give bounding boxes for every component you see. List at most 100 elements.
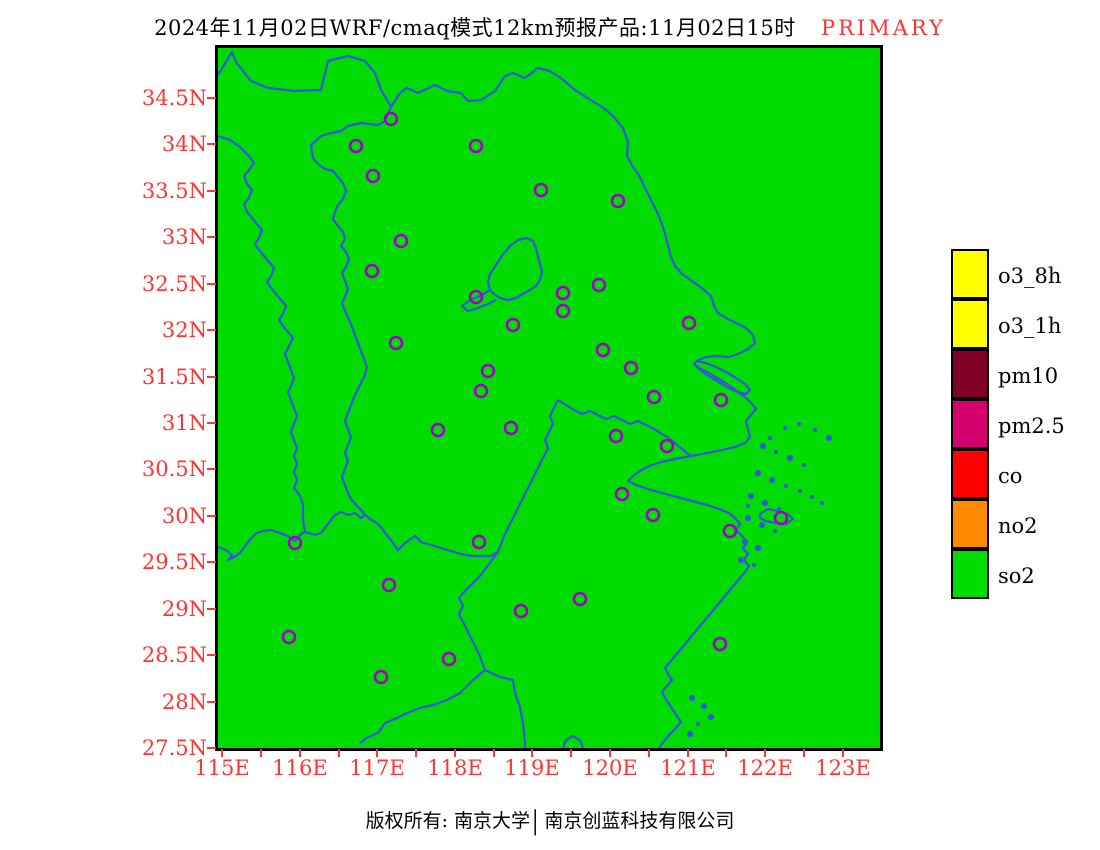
small-island bbox=[797, 422, 801, 426]
longitude-label: 121E bbox=[660, 756, 716, 780]
longitude-minor-tick bbox=[493, 749, 495, 757]
longitude-minor-tick bbox=[570, 749, 572, 757]
city-station-marker bbox=[614, 486, 630, 502]
longitude-minor-tick bbox=[803, 749, 805, 757]
city-station-marker bbox=[555, 285, 571, 301]
longitude-label: 115E bbox=[194, 756, 250, 780]
latitude-label: 32.5N bbox=[141, 272, 207, 296]
legend-swatch-pm10 bbox=[951, 349, 989, 399]
legend-swatch-co bbox=[951, 449, 989, 499]
latitude-label: 34N bbox=[161, 132, 207, 156]
latitude-tick bbox=[207, 468, 216, 470]
title-variable-tag: PRIMARY bbox=[820, 16, 946, 40]
city-station-marker bbox=[572, 591, 588, 607]
city-station-marker bbox=[773, 510, 789, 526]
city-station-marker bbox=[373, 669, 389, 685]
small-island bbox=[689, 695, 695, 701]
latitude-label: 34.5N bbox=[141, 86, 207, 110]
province-boundary bbox=[218, 50, 551, 109]
longitude-tick bbox=[764, 749, 766, 757]
small-island bbox=[820, 501, 824, 505]
island-or-lake-outline bbox=[758, 507, 795, 526]
latitude-tick bbox=[207, 422, 216, 424]
small-island bbox=[810, 495, 814, 499]
copyright-footer: 版权所有: 南京大学 | 南京创蓝科技有限公司 bbox=[0, 806, 1100, 837]
longitude-minor-tick bbox=[260, 749, 262, 757]
small-island bbox=[813, 428, 817, 432]
latitude-label: 33.5N bbox=[141, 179, 207, 203]
small-island bbox=[762, 500, 768, 506]
small-island bbox=[742, 539, 748, 545]
city-station-marker bbox=[713, 392, 729, 408]
copyright-company: 南京创蓝科技有限公司 bbox=[544, 810, 735, 832]
city-station-marker bbox=[503, 420, 519, 436]
latitude-label: 30.5N bbox=[141, 457, 207, 481]
small-island bbox=[745, 515, 751, 521]
legend-label-pm10: pm10 bbox=[998, 364, 1059, 388]
city-station-marker bbox=[281, 629, 297, 645]
city-station-marker bbox=[533, 182, 549, 198]
small-island bbox=[769, 477, 775, 483]
latitude-tick bbox=[207, 97, 216, 99]
province-boundary bbox=[658, 512, 751, 748]
legend-swatch-o3_1h bbox=[951, 299, 989, 349]
longitude-label: 123E bbox=[815, 756, 871, 780]
latitude-tick bbox=[207, 515, 216, 517]
legend-swatch-so2 bbox=[951, 549, 989, 599]
province-boundary bbox=[457, 399, 559, 671]
page-title: 2024年11月02日WRF/cmaq模式12km预报产品:11月02日15时 … bbox=[0, 12, 1100, 42]
longitude-label: 117E bbox=[349, 756, 405, 780]
latitude-label: 29N bbox=[161, 597, 207, 621]
city-station-marker bbox=[388, 335, 404, 351]
city-station-marker bbox=[555, 303, 571, 319]
legend-label-co: co bbox=[998, 464, 1023, 488]
latitude-tick bbox=[207, 329, 216, 331]
city-station-marker bbox=[393, 233, 409, 249]
province-boundary bbox=[626, 354, 758, 515]
city-station-marker bbox=[287, 535, 303, 551]
latitude-label: 29.5N bbox=[141, 550, 207, 574]
legend-label-o3_8h: o3_8h bbox=[998, 264, 1062, 288]
city-station-marker bbox=[365, 168, 381, 184]
legend-label-o3_1h: o3_1h bbox=[998, 314, 1062, 338]
city-station-marker bbox=[480, 363, 496, 379]
city-station-marker bbox=[364, 263, 380, 279]
legend-label-pm2.5: pm2.5 bbox=[998, 414, 1065, 438]
small-island bbox=[701, 703, 707, 709]
longitude-label: 122E bbox=[737, 756, 793, 780]
longitude-minor-tick bbox=[338, 749, 340, 757]
city-station-marker bbox=[591, 277, 607, 293]
latitude-tick bbox=[207, 143, 216, 145]
small-island bbox=[755, 545, 761, 551]
longitude-label: 116E bbox=[272, 756, 328, 780]
latitude-tick bbox=[207, 236, 216, 238]
city-station-marker bbox=[646, 389, 662, 405]
longitude-label: 119E bbox=[504, 756, 560, 780]
legend-label-no2: no2 bbox=[998, 514, 1038, 538]
small-island bbox=[802, 463, 806, 467]
city-station-marker bbox=[348, 138, 364, 154]
map-canvas bbox=[218, 50, 832, 748]
small-island bbox=[748, 493, 754, 499]
longitude-tick bbox=[531, 749, 533, 757]
province-boundary bbox=[484, 669, 527, 748]
city-station-marker bbox=[383, 111, 399, 127]
small-island bbox=[687, 731, 693, 737]
small-island bbox=[696, 722, 700, 726]
legend-swatch-o3_8h bbox=[951, 249, 989, 299]
small-island bbox=[826, 435, 832, 441]
latitude-label: 30N bbox=[161, 504, 207, 528]
province-boundary bbox=[359, 669, 486, 744]
small-island bbox=[759, 522, 765, 528]
small-island bbox=[784, 484, 788, 488]
latitude-tick bbox=[207, 701, 216, 703]
longitude-label: 118E bbox=[427, 756, 483, 780]
longitude-minor-tick bbox=[648, 749, 650, 757]
small-island bbox=[755, 470, 761, 476]
latitude-tick bbox=[207, 654, 216, 656]
longitude-minor-tick bbox=[725, 749, 727, 757]
latitude-tick bbox=[207, 561, 216, 563]
longitude-tick bbox=[299, 749, 301, 757]
small-island bbox=[746, 504, 750, 508]
